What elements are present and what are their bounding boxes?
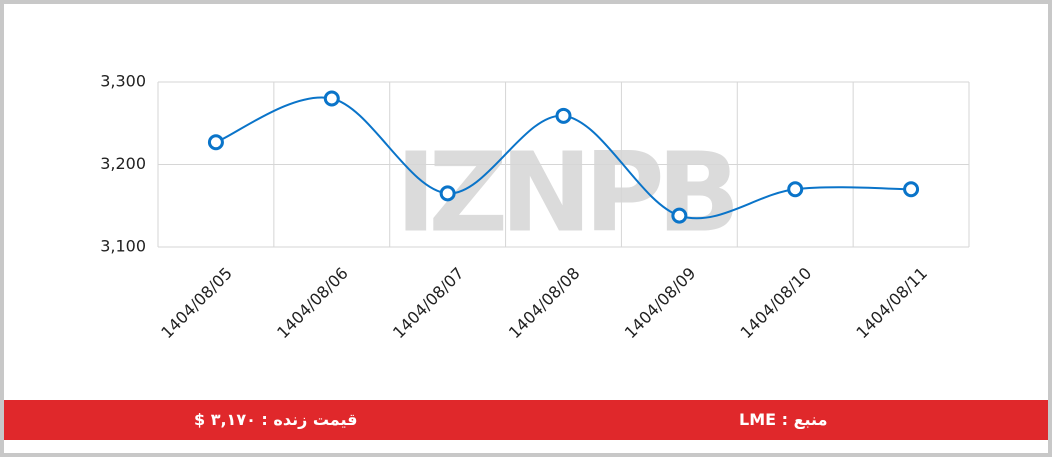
marker: [439, 185, 456, 202]
source: منبع : LME: [739, 410, 828, 429]
y-tick-label: 3,300: [100, 72, 146, 91]
y-tick-label: 3,100: [100, 237, 146, 256]
marker: [671, 207, 688, 224]
x-tick-label: 1404/08/06: [273, 264, 352, 343]
x-tick-label: 1404/08/11: [852, 264, 931, 343]
marker: [323, 90, 340, 107]
footer-bar: قیمت زنده : ۳,۱۷۰ $ منبع : LME: [4, 400, 1048, 440]
marker: [787, 181, 804, 198]
x-tick-label: 1404/08/07: [389, 264, 468, 343]
y-tick-label: 3,200: [100, 154, 146, 173]
marker: [207, 134, 224, 151]
x-tick-label: 1404/08/10: [737, 264, 816, 343]
x-tick-label: 1404/08/05: [157, 264, 236, 343]
x-tick-label: 1404/08/08: [505, 264, 584, 343]
live-price: قیمت زنده : ۳,۱۷۰ $: [194, 410, 358, 429]
marker: [903, 181, 920, 198]
x-tick-label: 1404/08/09: [621, 264, 700, 343]
marker: [555, 107, 572, 124]
